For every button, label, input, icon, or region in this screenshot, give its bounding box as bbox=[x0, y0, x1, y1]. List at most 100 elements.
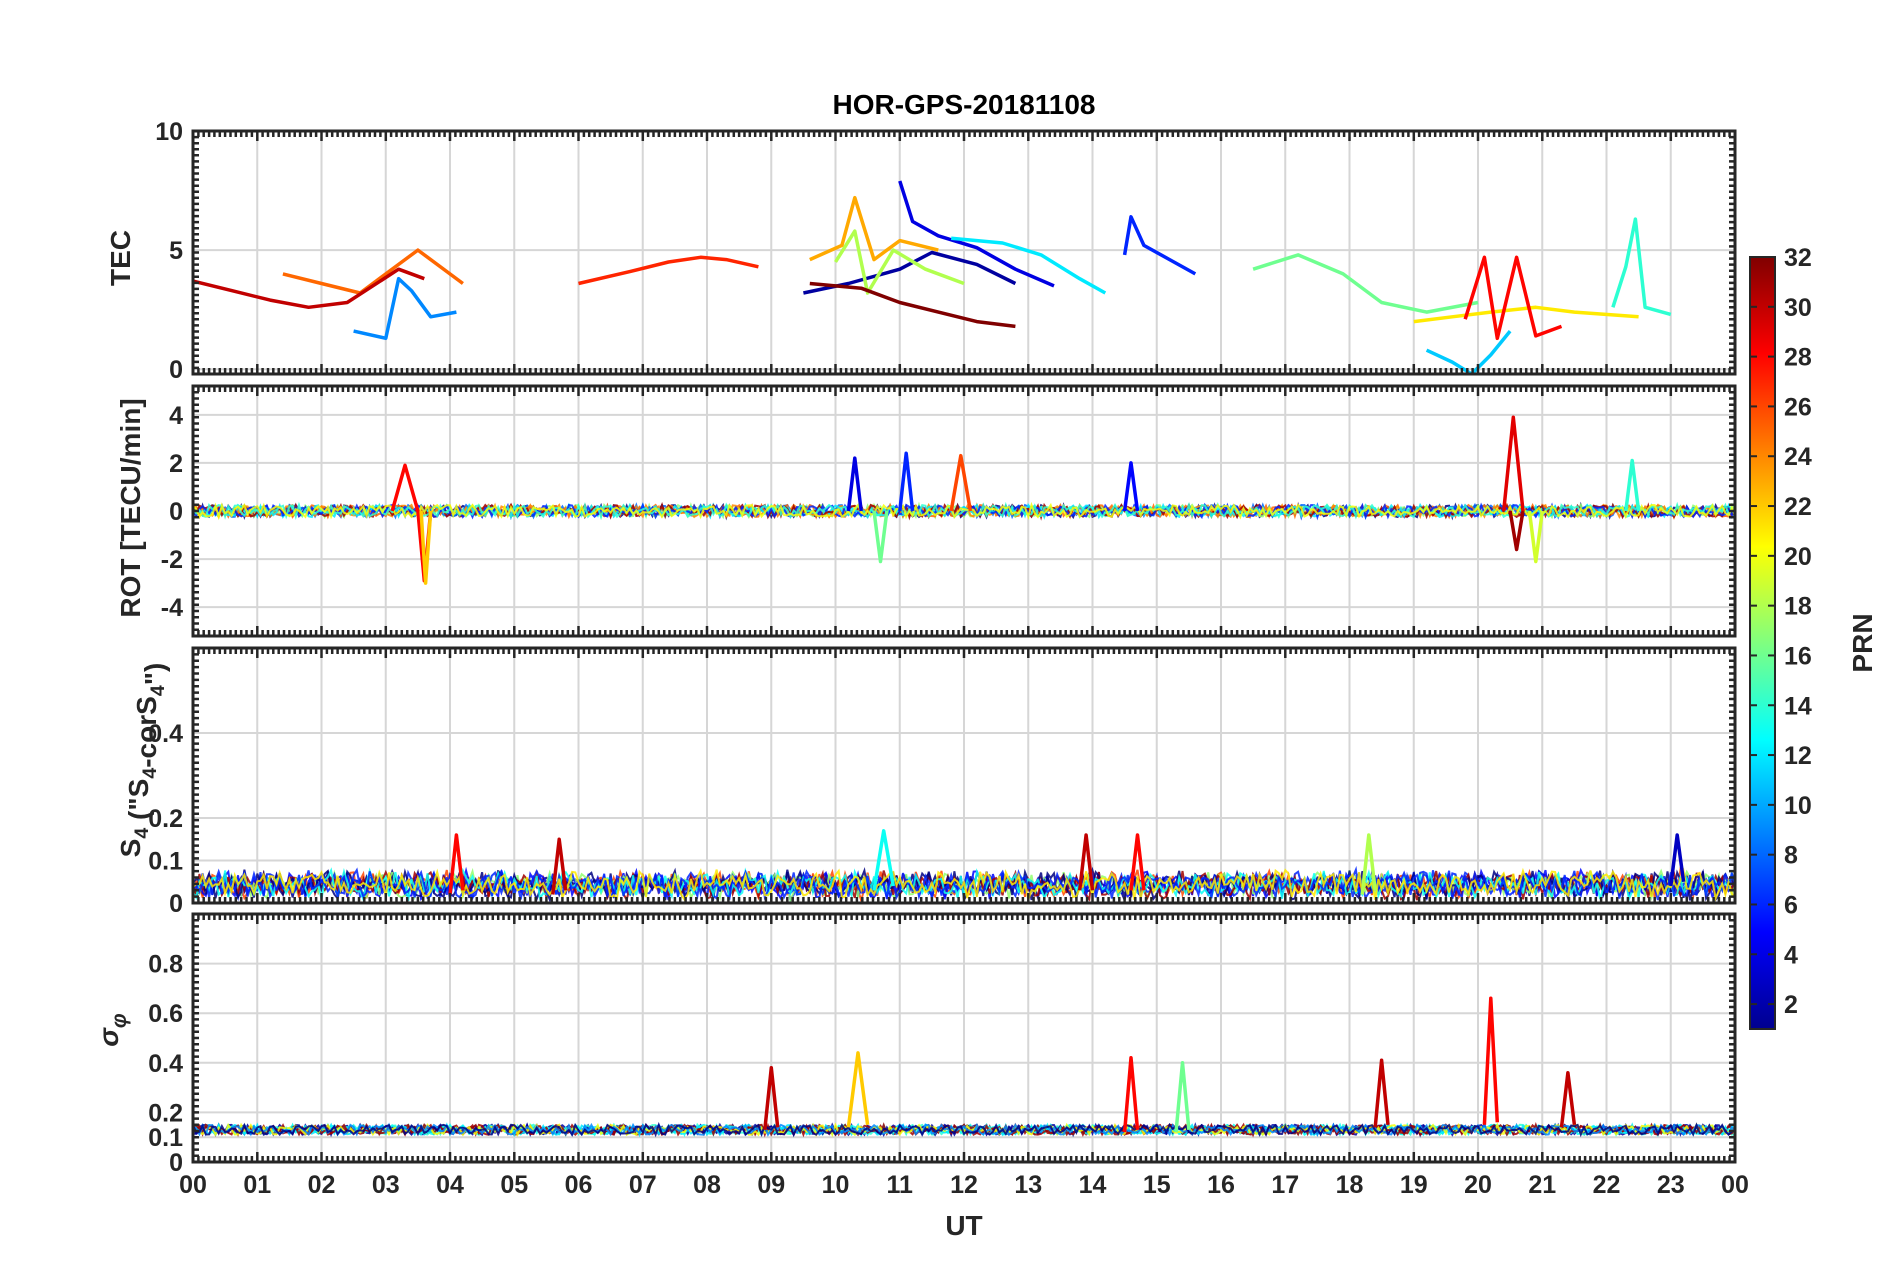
s4-series-prn-3 bbox=[1669, 833, 1686, 887]
rot-y-tick-label: 0 bbox=[169, 498, 183, 526]
x-tick-label: 21 bbox=[1528, 1171, 1556, 1199]
sigma-phi-series-prn-28 bbox=[1482, 996, 1500, 1125]
x-tick-label: 15 bbox=[1143, 1171, 1171, 1199]
colorbar-tick-label: 4 bbox=[1784, 941, 1798, 969]
rot-series-prn-5 bbox=[1122, 461, 1140, 512]
sigma-phi-series-prn-28 bbox=[1122, 1056, 1140, 1133]
rot-series-prn-29 bbox=[1501, 415, 1525, 512]
x-tick-label: 06 bbox=[565, 1171, 593, 1199]
tec-series-prn-11 bbox=[1425, 329, 1512, 374]
rot-y-tick-label: -4 bbox=[161, 594, 183, 622]
rot-y-axis-label: ROT [TECU/min] bbox=[115, 398, 146, 617]
tec-series-prn-16 bbox=[1252, 253, 1479, 314]
x-tick-label: 20 bbox=[1464, 1171, 1492, 1199]
tec-series-prn-25 bbox=[282, 248, 464, 295]
x-tick-label: 12 bbox=[950, 1171, 978, 1199]
sigma-phi-y-tick-label: 0.4 bbox=[148, 1050, 183, 1078]
colorbar-tick-label: 22 bbox=[1784, 493, 1812, 521]
s4-y-tick-label: 0.1 bbox=[148, 848, 183, 876]
x-tick-label: 02 bbox=[308, 1171, 336, 1199]
colorbar-gradient bbox=[1749, 256, 1776, 1030]
x-axis-label: UT bbox=[945, 1210, 982, 1241]
rot-series-prn-26 bbox=[949, 453, 973, 512]
x-axis-tick-labels: 00 01 02 03 04 05 06 07 08 09 10 11 12 13 14 15 16 17 18 19… bbox=[179, 1171, 1749, 1199]
rot-series-prn-19 bbox=[1527, 510, 1545, 564]
s4-y-tick-label: 0 bbox=[169, 890, 183, 918]
colorbar-tick-label: 18 bbox=[1784, 593, 1812, 621]
x-tick-label: 00 bbox=[179, 1171, 207, 1199]
x-tick-label: 09 bbox=[757, 1171, 785, 1199]
tec-series-prn-28 bbox=[1463, 255, 1563, 341]
x-tick-label: 03 bbox=[372, 1171, 400, 1199]
rot-series-prn-22 bbox=[419, 510, 433, 585]
tec-series-prn-12 bbox=[951, 236, 1107, 295]
rot-series-prn-31 bbox=[1508, 510, 1525, 552]
sigma-phi-y-tick-label: 0.1 bbox=[148, 1124, 183, 1152]
sigma-phi-series-prn-16 bbox=[1174, 1061, 1191, 1133]
tec-series-prn-18 bbox=[834, 229, 965, 295]
rot-baseline-trace bbox=[193, 501, 1735, 521]
colorbar-tick-label: 14 bbox=[1784, 692, 1812, 720]
s4-y-axis-label: S4 ("S4-corS4") bbox=[115, 663, 170, 858]
tec-series-prn-6 bbox=[1122, 215, 1197, 276]
s4-y-tick-label: 0.2 bbox=[148, 805, 183, 833]
x-tick-label: 22 bbox=[1593, 1171, 1621, 1199]
rot-y-tick-label: -2 bbox=[161, 546, 183, 574]
rot-y-tick-label: 4 bbox=[169, 402, 183, 430]
colorbar-tick-label: 2 bbox=[1784, 991, 1798, 1019]
tec-series-prn-4 bbox=[898, 180, 1055, 288]
x-tick-label: 17 bbox=[1271, 1171, 1299, 1199]
s4-series-prn-28 bbox=[1129, 833, 1146, 891]
colorbar-tick-label: 20 bbox=[1784, 543, 1812, 571]
x-tick-label: 19 bbox=[1400, 1171, 1428, 1199]
s4-minor-ticks bbox=[191, 646, 1737, 905]
x-tick-label: 23 bbox=[1657, 1171, 1685, 1199]
sigma-phi-panel: 00.10.2 0.4 0.6 0.8 bbox=[148, 912, 1737, 1177]
rot-series-prn-16 bbox=[872, 510, 889, 564]
tec-series-prn-27 bbox=[578, 255, 759, 286]
sigma-phi-series-prn-30 bbox=[1373, 1058, 1390, 1128]
rot-series-prn-4 bbox=[846, 456, 863, 512]
sigma-phi-y-tick-label: 0.2 bbox=[148, 1099, 183, 1127]
s4-y-tick-label: 0.4 bbox=[148, 720, 183, 748]
x-tick-label: 07 bbox=[629, 1171, 657, 1199]
sigma-phi-y-axis-label: σφ bbox=[93, 1013, 131, 1047]
svg-text:σφ: σφ bbox=[93, 1013, 131, 1047]
x-tick-label: 14 bbox=[1079, 1171, 1107, 1199]
colorbar-tick-label: 26 bbox=[1784, 393, 1812, 421]
colorbar-tick-label: 16 bbox=[1784, 642, 1812, 670]
tec-series-prn-21 bbox=[1413, 305, 1639, 324]
tec-minor-ticks bbox=[191, 129, 1737, 376]
colorbar-label: PRN bbox=[1847, 613, 1878, 672]
x-tick-label: 10 bbox=[822, 1171, 850, 1199]
x-tick-label: 04 bbox=[436, 1171, 464, 1199]
sigma-phi-y-tick-label: 0.6 bbox=[148, 1000, 183, 1028]
tec-panel: 0 5 10 bbox=[155, 118, 1737, 384]
s4-series-prn-28 bbox=[448, 833, 465, 895]
x-tick-label: 18 bbox=[1336, 1171, 1364, 1199]
x-tick-label: 05 bbox=[500, 1171, 528, 1199]
x-tick-label: 08 bbox=[693, 1171, 721, 1199]
sigma-phi-baseline-traces bbox=[193, 1121, 1735, 1138]
colorbar-tick-label: 8 bbox=[1784, 842, 1798, 870]
sigma-phi-series-prn-30 bbox=[1559, 1070, 1577, 1128]
tec-y-tick-label: 10 bbox=[155, 118, 183, 146]
x-tick-label: 16 bbox=[1207, 1171, 1235, 1199]
sigma-phi-minor-ticks bbox=[191, 912, 1737, 1164]
sigma-phi-series-prn-30 bbox=[763, 1066, 780, 1130]
rot-series-prn-14 bbox=[1624, 458, 1641, 512]
tec-y-tick-label: 0 bbox=[169, 356, 183, 384]
colorbar-tick-label: 32 bbox=[1784, 244, 1812, 272]
rot-y-tick-label: 2 bbox=[169, 450, 183, 478]
tec-y-tick-label: 5 bbox=[169, 237, 183, 265]
tec-series-prn-23 bbox=[809, 195, 939, 262]
rot-minor-ticks bbox=[191, 384, 1737, 638]
sigma-phi-y-tick-label: 0 bbox=[169, 1149, 183, 1177]
rot-panel: -4 -2 0 2 4 bbox=[161, 384, 1737, 638]
x-tick-label: 00 bbox=[1721, 1171, 1749, 1199]
svg-text:S4 ("S4-corS4"): S4 ("S4-corS4") bbox=[115, 663, 170, 858]
s4-series-prn-30 bbox=[551, 837, 568, 895]
